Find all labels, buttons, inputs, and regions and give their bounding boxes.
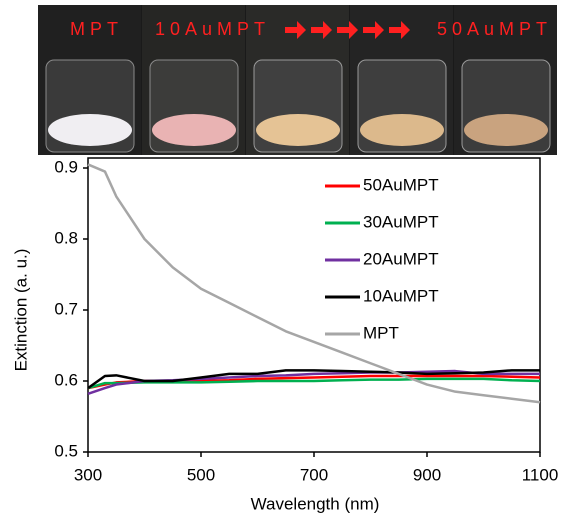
y-tick-label: 0.9 [54, 157, 78, 176]
series-line [87, 369, 540, 395]
y-axis-label: Extinction (a. u.) [11, 249, 30, 372]
series-line [87, 163, 541, 404]
y-tick-label: 0.6 [54, 370, 78, 389]
legend-label: MPT [363, 323, 399, 342]
vial [142, 5, 245, 155]
y-tick-label: 0.7 [54, 299, 78, 318]
x-tick-label: 1100 [522, 465, 559, 484]
x-axis-label: Wavelength (nm) [251, 494, 380, 513]
legend-label: 20AuMPT [363, 249, 439, 268]
y-tick-label: 0.5 [54, 441, 78, 460]
photo-label: 10AuMPT [155, 19, 270, 39]
legend-label: 30AuMPT [363, 212, 439, 231]
legend-label: 50AuMPT [363, 175, 439, 194]
x-tick-label: 900 [413, 465, 441, 484]
photo-label: 50AuMPT [437, 19, 552, 39]
vial [454, 5, 557, 155]
x-tick-label: 700 [300, 465, 328, 484]
series-line [87, 369, 540, 390]
x-tick-label: 500 [187, 465, 215, 484]
photo-label: MPT [70, 19, 123, 39]
vial [38, 5, 141, 155]
y-tick-label: 0.8 [54, 228, 78, 247]
plot-frame [87, 157, 541, 453]
photo-strip: MPT 10AuMPT 50AuMPT [38, 5, 557, 155]
arrows [285, 21, 410, 39]
x-tick-label: 300 [74, 465, 102, 484]
legend-label: 10AuMPT [363, 286, 439, 305]
